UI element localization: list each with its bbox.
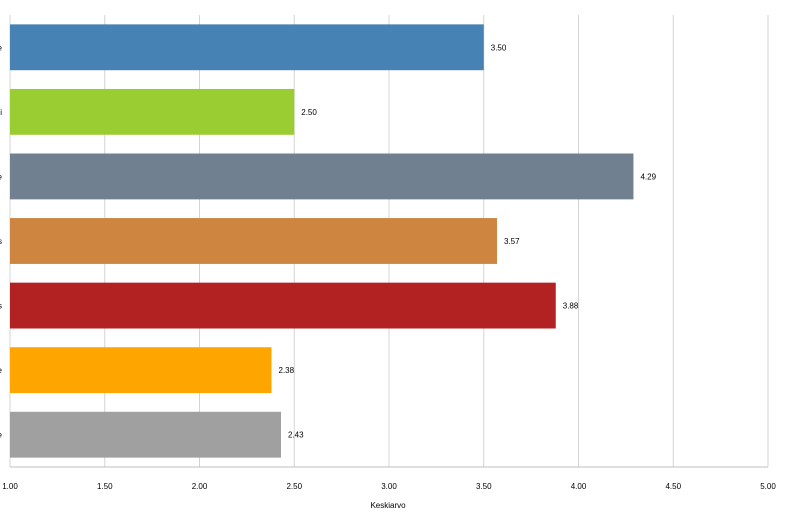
category-label: i [0, 108, 2, 117]
category-label: s [0, 302, 2, 311]
category-label: e [0, 172, 3, 181]
bar-value-label: 2.43 [288, 431, 304, 440]
x-tick-label: 5.00 [760, 482, 776, 491]
bar-value-label: 2.50 [301, 108, 317, 117]
x-tick-label: 2.00 [192, 482, 208, 491]
x-axis-ticks: 1.00 1.50 2.00 2.50 3.00 3.50 4.00 4.50 5.00 [2, 482, 776, 491]
x-tick-label: 1.00 [2, 482, 18, 491]
bar-value-label: 2.38 [279, 366, 295, 375]
x-tick-label: 1.50 [97, 482, 113, 491]
bar-value-label: 3.50 [491, 43, 507, 52]
bar [10, 282, 556, 329]
x-axis-label: Keskiarvo [370, 501, 406, 510]
bar [10, 347, 272, 394]
category-label: e [0, 366, 3, 375]
x-tick-label: 3.50 [476, 482, 492, 491]
data-labels: 3.50 2.50 4.29 3.57 3.88 2.38 2.43 [279, 43, 657, 439]
bar-value-label: 3.88 [563, 302, 579, 311]
category-label: e [0, 431, 3, 440]
bars [10, 24, 634, 458]
category-label: s [0, 237, 2, 246]
bar [10, 218, 498, 264]
bar [10, 153, 634, 200]
category-labels: e i e s s e e [0, 43, 3, 439]
x-tick-label: 3.00 [381, 482, 397, 491]
bar-value-label: 4.29 [640, 172, 656, 181]
category-label: e [0, 43, 3, 52]
x-tick-label: 2.50 [286, 482, 302, 491]
x-tick-label: 4.00 [571, 482, 587, 491]
x-tick-label: 4.50 [665, 482, 681, 491]
bar [10, 411, 281, 458]
bar [10, 88, 295, 135]
bar [10, 24, 484, 71]
bar-value-label: 3.57 [504, 237, 520, 246]
